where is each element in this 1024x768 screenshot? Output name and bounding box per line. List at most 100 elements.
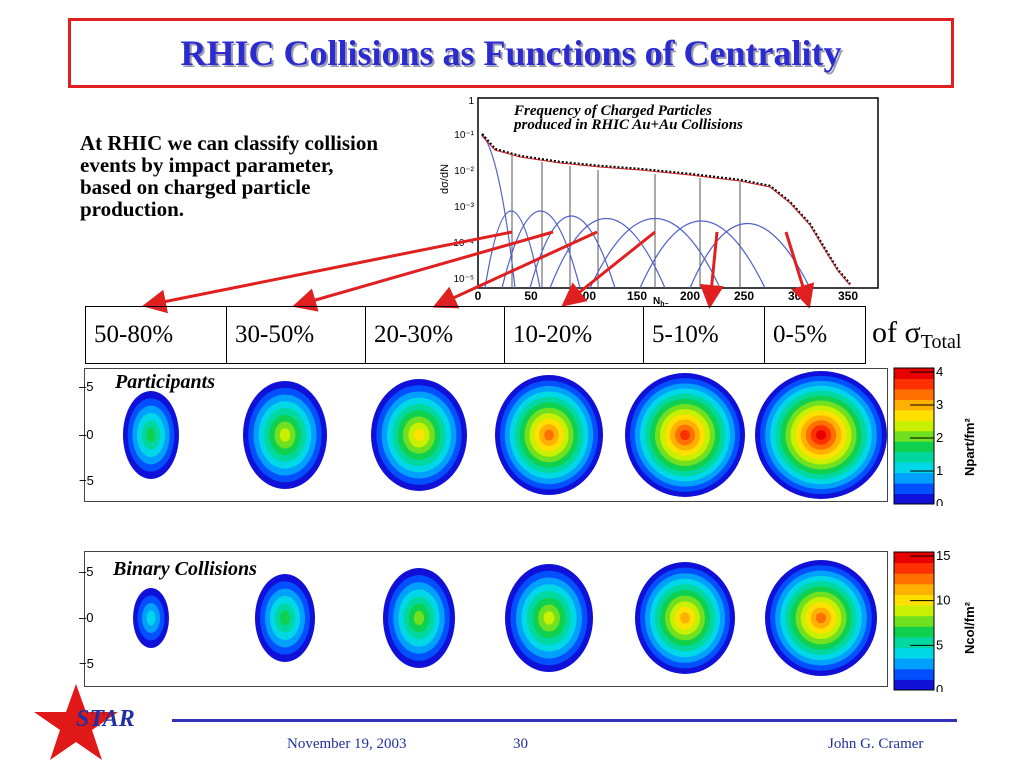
centrality-bin: 50-80% <box>85 306 227 364</box>
density-map <box>255 574 315 662</box>
participants-label: Participants <box>115 371 216 393</box>
colorbar-band <box>894 626 934 638</box>
hist-xlabel: Nh− <box>653 296 669 306</box>
colorbar-band <box>894 388 934 400</box>
arrow-10-20 <box>561 230 656 307</box>
hist-y-tick: 10⁻³ <box>454 202 474 213</box>
colorbar-tick-label: 10 <box>936 593 950 608</box>
colorbar-band <box>894 409 934 421</box>
participants-panel: Participants –5 –0 −5 <box>79 368 888 502</box>
colorbar-band <box>894 615 934 627</box>
footer-divider <box>172 719 957 722</box>
hist-y-tick: 10⁻² <box>454 166 474 177</box>
hist-y-tick: 10⁻⁵ <box>453 274 474 285</box>
colorbar-band <box>894 378 934 390</box>
density-contour <box>544 429 554 441</box>
y-tick: –5 <box>79 564 94 579</box>
arrows <box>142 230 815 314</box>
density-contour <box>280 610 290 626</box>
colorbar-band <box>894 573 934 585</box>
binary-colorbar: 15 10 5 0 <box>893 550 950 692</box>
colorbar-tick-label: 15 <box>936 550 950 563</box>
density-map <box>635 562 735 674</box>
footer-author: John G. Cramer <box>828 736 924 752</box>
density-contour <box>680 612 690 624</box>
hist-x-tick: 50 <box>524 289 538 303</box>
centrality-bin: 10-20% <box>504 306 644 364</box>
binary-colorbar-label: Ncol/fm² <box>962 602 977 654</box>
colorbar-band <box>894 451 934 463</box>
y-tick: –0 <box>79 610 94 625</box>
colorbar-band <box>894 605 934 617</box>
histogram-caption: Frequency of Charged Particles produced … <box>514 103 874 133</box>
colorbar-band <box>894 647 934 659</box>
y-tick: –5 <box>79 379 94 394</box>
centrality-bin: 30-50% <box>226 306 366 364</box>
colorbar-tick-label: 0 <box>936 496 943 506</box>
density-map <box>133 588 169 648</box>
participants-colorbar-label: Npart/fm² <box>962 418 977 476</box>
density-contour <box>146 610 156 626</box>
colorbar-tick-label: 2 <box>936 430 943 445</box>
colorbar-band <box>894 636 934 649</box>
colorbar-band <box>894 368 934 379</box>
hist-caption-line1: Frequency of Charged Particles <box>514 103 712 119</box>
centrality-bin: 5-10% <box>643 306 765 364</box>
colorbar-band <box>894 679 934 691</box>
colorbar-band <box>894 430 934 442</box>
slide-title: RHIC Collisions as Functions of Centrali… <box>180 33 842 73</box>
hist-y-ticks: 1 10⁻¹ 10⁻² 10⁻³ 10⁻⁴ 10⁻⁵ <box>453 96 474 285</box>
colorbar-band <box>894 583 934 595</box>
colorbar-band <box>894 420 934 432</box>
charged-particle-distribution <box>481 133 851 285</box>
colorbar-band <box>894 562 934 574</box>
density-map <box>505 564 593 672</box>
density-map <box>243 381 327 489</box>
hist-x-tick: 250 <box>734 289 754 303</box>
density-map <box>625 373 745 497</box>
arrow-30-50 <box>292 230 554 312</box>
colorbar-band <box>894 472 934 484</box>
hist-ylabel: dσ/dN <box>440 164 451 194</box>
centrality-table: 50-80% 30-50% 20-30% 10-20% 5-10% 0-5% <box>85 306 866 364</box>
colorbar-tick-label: 5 <box>936 637 943 652</box>
hist-y-tick: 1 <box>468 96 474 107</box>
density-map <box>371 379 467 491</box>
colorbar-band <box>894 462 934 474</box>
colorbar-band <box>894 483 934 495</box>
density-contour <box>815 612 827 624</box>
y-tick: –0 <box>79 427 94 442</box>
colorbar-tick-label: 3 <box>936 397 943 412</box>
hist-caption-line2: produced in RHIC Au+Au Collisions <box>514 117 743 133</box>
intro-text: At RHIC we can classify collision events… <box>80 131 379 221</box>
hist-x-tick: 0 <box>475 289 482 303</box>
centrality-bin: 0-5% <box>764 306 866 364</box>
colorbar-band <box>894 552 934 564</box>
density-contour <box>680 429 690 441</box>
arrow-20-30 <box>432 230 598 309</box>
density-contour <box>146 427 156 443</box>
binary-density-maps <box>133 560 877 676</box>
sigma-symbol: σ <box>904 316 921 349</box>
hist-y-tick: 10⁻¹ <box>454 130 474 141</box>
density-contour <box>543 611 555 625</box>
participants-density-maps <box>123 371 887 499</box>
density-map <box>765 560 877 676</box>
centrality-bin: 20-30% <box>365 306 505 364</box>
density-contour <box>413 610 425 626</box>
star-logo-icon <box>34 684 118 760</box>
colorbar-band <box>894 441 934 453</box>
density-map <box>123 391 179 479</box>
y-tick: −5 <box>79 473 94 488</box>
density-contour <box>413 428 425 442</box>
density-contour <box>279 428 291 442</box>
binary-collisions-panel: Binary Collisions –5 –0 −5 <box>79 551 888 687</box>
title-box: RHIC Collisions as Functions of Centrali… <box>68 18 954 88</box>
footer-page-number: 30 <box>513 736 528 752</box>
colorbar-band <box>894 658 934 670</box>
colorbar-tick-label: 0 <box>936 682 943 692</box>
colorbar-tick-label: 1 <box>936 463 943 478</box>
colorbar-band <box>894 668 934 680</box>
arrow-50-80 <box>142 230 513 314</box>
density-contour <box>815 430 827 440</box>
